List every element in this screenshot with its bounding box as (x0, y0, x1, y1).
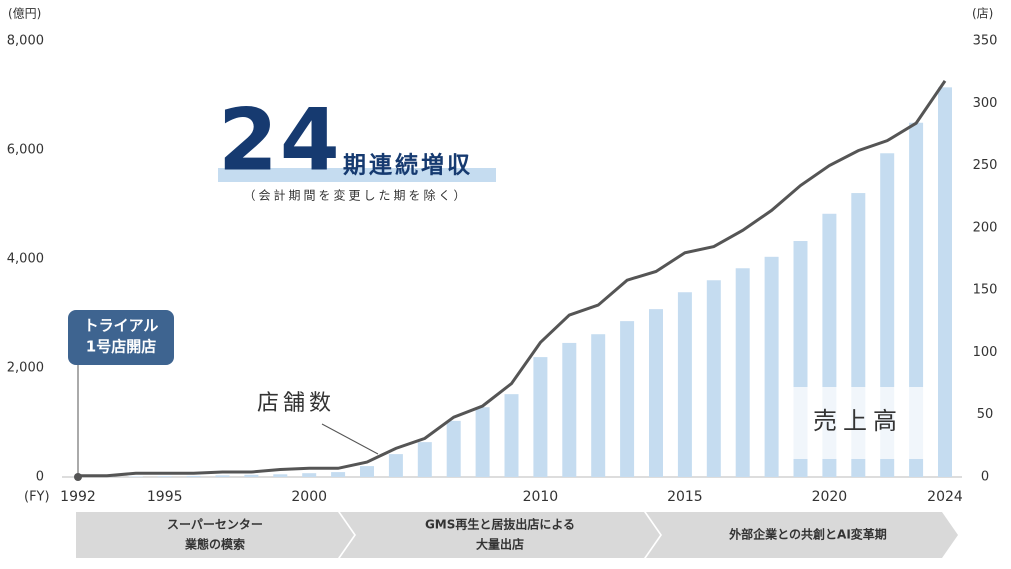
bar (505, 394, 519, 477)
y2-tick-label: 200 (973, 220, 998, 235)
bar (678, 292, 692, 477)
phase-label: 大量出店 (476, 537, 524, 552)
bar (736, 268, 750, 477)
phase-label: 業態の模索 (184, 537, 245, 552)
bar (360, 466, 374, 477)
bar (129, 476, 143, 477)
bar (562, 343, 576, 477)
bar (389, 454, 403, 477)
x-tick-label: 2015 (667, 489, 703, 505)
bar (938, 87, 952, 477)
y2-tick-label: 100 (973, 345, 998, 360)
x-tick-label: 2020 (812, 489, 848, 505)
bar (158, 476, 172, 477)
x-tick-label: 2000 (291, 489, 327, 505)
bar (533, 357, 547, 477)
phase-label: GMS再生と居抜出店による (425, 517, 575, 532)
bar (187, 476, 201, 477)
y2-unit: (店) (972, 7, 993, 21)
y-tick-label: 6,000 (7, 143, 44, 158)
y2-tick-label: 300 (973, 96, 998, 111)
bar (244, 475, 258, 477)
x-tick-label: 1995 (147, 489, 183, 505)
bar (649, 309, 663, 477)
bar-series-label: 売上高 (813, 407, 903, 435)
y-tick-label: 4,000 (7, 252, 44, 267)
bar (447, 421, 461, 477)
phase-label: スーパーセンター (167, 518, 263, 532)
y-tick-label: 8,000 (7, 34, 44, 49)
y2-tick-label: 50 (977, 407, 994, 422)
bar (620, 321, 634, 477)
callout-dot (74, 473, 82, 481)
bar (765, 257, 779, 477)
callout-text: 1号店開店 (86, 338, 156, 356)
leader-line (322, 424, 378, 454)
bar (273, 474, 287, 477)
bar (216, 475, 230, 477)
bar (331, 472, 345, 477)
line-series-label: 店舗数 (257, 391, 335, 416)
callout-text: トライアル (84, 317, 159, 335)
y2-tick-label: 150 (973, 283, 998, 298)
y-tick-label: 2,000 (7, 361, 44, 376)
y-tick-label: 0 (36, 470, 44, 485)
bar (302, 473, 316, 477)
x-tick-label: 2010 (523, 489, 559, 505)
phase-label: 外部企業との共創とAI変革期 (729, 527, 887, 542)
bar (418, 442, 432, 477)
bar (476, 407, 490, 477)
x-tick-label: 2024 (927, 489, 963, 505)
y-unit: (億円) (8, 7, 41, 21)
y2-tick-label: 250 (973, 158, 998, 173)
x-unit: (FY) (24, 490, 50, 505)
bar (591, 334, 605, 477)
headline-text: 期連続増収 (343, 152, 473, 179)
headline-number: 24 (218, 90, 342, 190)
bar (707, 280, 721, 477)
y2-tick-label: 0 (981, 470, 989, 485)
y2-tick-label: 350 (973, 34, 998, 49)
x-tick-label: 1992 (60, 489, 96, 505)
headline-note: （会計期間を変更した期を除く） (243, 188, 468, 203)
